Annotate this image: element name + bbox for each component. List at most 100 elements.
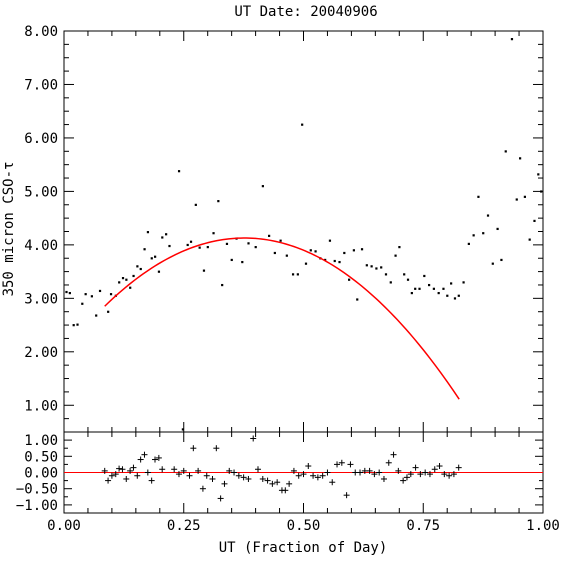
x-tick-label: 0.75 bbox=[406, 518, 440, 534]
data-point bbox=[143, 248, 146, 251]
data-point bbox=[136, 265, 139, 268]
x-tick-label: 0.00 bbox=[47, 518, 81, 534]
data-point bbox=[375, 267, 378, 270]
data-point bbox=[68, 291, 71, 295]
data-point bbox=[118, 281, 121, 284]
residual-y-tick-label: −0.50 bbox=[16, 482, 58, 498]
data-point bbox=[533, 219, 536, 223]
residual-point bbox=[400, 477, 407, 484]
data-point bbox=[333, 259, 336, 263]
data-point bbox=[496, 227, 499, 231]
residual-point bbox=[141, 451, 148, 458]
residual-point bbox=[290, 467, 297, 474]
data-point bbox=[198, 246, 201, 249]
data-point bbox=[186, 243, 189, 247]
residual-point bbox=[422, 469, 429, 476]
y-tick-label: 4.00 bbox=[24, 238, 58, 254]
data-point bbox=[301, 123, 304, 126]
residual-point bbox=[144, 469, 151, 476]
residual-point bbox=[295, 472, 302, 479]
residual-point bbox=[450, 471, 457, 478]
data-point bbox=[241, 260, 244, 264]
data-point bbox=[328, 239, 332, 242]
y-tick-label: 1.00 bbox=[24, 398, 58, 414]
residual-point bbox=[385, 459, 392, 466]
residual-point bbox=[186, 472, 193, 479]
residual-point bbox=[274, 479, 281, 486]
data-point bbox=[423, 274, 426, 278]
data-point bbox=[285, 254, 288, 257]
data-point bbox=[81, 302, 84, 305]
data-point bbox=[268, 234, 271, 237]
data-point bbox=[446, 294, 449, 297]
y-tick-label: 3.00 bbox=[24, 291, 58, 307]
data-point bbox=[254, 246, 257, 249]
data-point bbox=[309, 249, 312, 252]
data-point bbox=[384, 273, 388, 276]
residual-y-tick-label: −1.00 bbox=[16, 498, 58, 514]
residual-point bbox=[441, 471, 448, 478]
data-point bbox=[528, 238, 531, 241]
data-point bbox=[132, 274, 135, 278]
residual-point bbox=[371, 471, 378, 478]
data-point bbox=[540, 190, 543, 193]
data-point bbox=[486, 214, 490, 217]
residual-point bbox=[123, 475, 130, 482]
residual-point bbox=[195, 467, 202, 474]
x-axis-label: UT (Fraction of Day) bbox=[219, 540, 388, 556]
residual-point bbox=[282, 487, 289, 494]
residual-point bbox=[105, 477, 112, 484]
data-point bbox=[370, 265, 373, 268]
residual-point bbox=[203, 472, 210, 479]
data-point bbox=[482, 232, 485, 235]
x-tick-label: 0.25 bbox=[167, 518, 201, 534]
y-tick-label: 8.00 bbox=[24, 24, 58, 40]
residual-point bbox=[152, 456, 159, 463]
residual-point bbox=[264, 477, 271, 484]
data-point bbox=[121, 277, 125, 280]
residual-point bbox=[130, 464, 137, 471]
data-point bbox=[157, 270, 161, 273]
data-point bbox=[453, 297, 457, 300]
data-point bbox=[165, 233, 168, 236]
residual-point bbox=[407, 471, 414, 478]
data-point bbox=[225, 242, 229, 245]
data-point bbox=[394, 254, 397, 257]
residual-point bbox=[403, 474, 410, 481]
data-point bbox=[206, 246, 209, 249]
residual-point bbox=[101, 467, 108, 474]
residual-point bbox=[221, 480, 228, 487]
data-point bbox=[168, 244, 171, 248]
data-point bbox=[90, 295, 93, 298]
residual-point bbox=[116, 465, 123, 472]
data-point bbox=[291, 273, 295, 276]
residual-point bbox=[175, 471, 182, 478]
chart-title: UT Date: 20040906 bbox=[234, 4, 377, 20]
residual-point bbox=[155, 454, 162, 461]
residual-point bbox=[412, 464, 419, 471]
residual-point bbox=[171, 466, 178, 473]
y-tick-label: 5.00 bbox=[24, 184, 58, 200]
data-point bbox=[261, 185, 264, 188]
data-point bbox=[472, 234, 475, 237]
residual-point bbox=[119, 466, 126, 473]
data-point bbox=[212, 232, 215, 235]
data-point bbox=[146, 231, 150, 234]
residual-point bbox=[259, 475, 266, 482]
residual-point bbox=[431, 466, 438, 473]
residual-point bbox=[324, 469, 331, 476]
data-point bbox=[410, 291, 413, 295]
residual-point bbox=[190, 445, 197, 452]
data-point bbox=[500, 258, 503, 262]
data-point bbox=[338, 260, 341, 264]
top-plot-frame bbox=[63, 30, 544, 433]
residual-point bbox=[314, 474, 321, 481]
residual-point bbox=[199, 485, 206, 492]
residual-point bbox=[300, 471, 307, 478]
data-point bbox=[537, 173, 540, 176]
residual-point bbox=[329, 479, 336, 486]
residual-point bbox=[286, 480, 293, 487]
y-axis-label: 350 micron CSO-τ bbox=[1, 162, 17, 297]
data-point bbox=[348, 278, 351, 281]
